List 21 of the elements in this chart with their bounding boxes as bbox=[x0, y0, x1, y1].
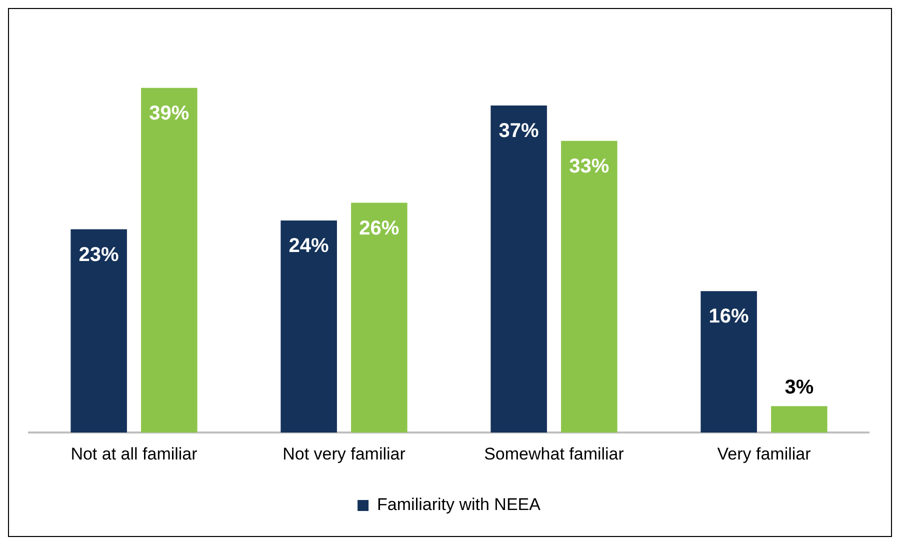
bar bbox=[141, 88, 198, 433]
bar bbox=[561, 140, 618, 433]
x-tick-label: Very familiar bbox=[717, 444, 812, 464]
data-label: 24% bbox=[288, 234, 330, 257]
x-tick-label: Not very familiar bbox=[282, 444, 406, 464]
bar bbox=[490, 106, 547, 433]
data-label: 16% bbox=[708, 306, 750, 328]
bar bbox=[351, 202, 408, 433]
x-tick-label: Not at all familiar bbox=[70, 444, 198, 464]
data-label: 23% bbox=[78, 244, 120, 266]
bar bbox=[70, 229, 127, 433]
data-label: 33% bbox=[569, 155, 610, 178]
data-label: 37% bbox=[498, 120, 540, 142]
data-label: 3% bbox=[784, 376, 814, 399]
x-tick-label: Somewhat familiar bbox=[484, 444, 624, 464]
data-label: 26% bbox=[359, 217, 400, 240]
bar bbox=[771, 406, 828, 433]
legend-label: Familiarity with NEEA bbox=[377, 495, 542, 514]
bar bbox=[700, 291, 757, 433]
bar bbox=[280, 220, 337, 433]
data-label: 39% bbox=[149, 102, 190, 124]
